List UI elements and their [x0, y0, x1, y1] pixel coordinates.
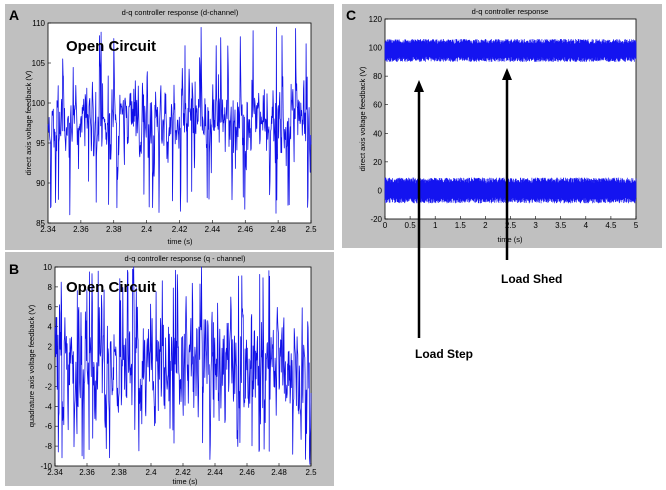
y-tick-label: 85: [36, 219, 45, 228]
x-tick-label: 2.42: [175, 468, 191, 477]
y-tick-label: 120: [369, 15, 383, 24]
panel-c-xlabel: time (s): [498, 235, 524, 244]
panel-a-xlabel: time (s): [168, 237, 194, 246]
panel-c-lower-band: [384, 177, 637, 204]
y-tick-label: 10: [43, 263, 52, 272]
panel-c-letter: C: [346, 7, 356, 23]
panel-b: B d-q controller response (q - channel) …: [5, 252, 334, 486]
x-tick-label: 2.5: [305, 468, 317, 477]
x-tick-label: 2.46: [237, 225, 253, 234]
y-tick-label: -6: [45, 422, 53, 431]
y-tick-label: -4: [45, 402, 53, 411]
y-tick-label: 2: [48, 343, 53, 352]
y-tick-label: 0: [48, 363, 53, 372]
x-tick-label: 2.4: [145, 468, 157, 477]
panel-b-ticks: 2.34 2.36 2.38 2.4 2.42 2.44 2.46 2.48 2.5 -10 -8 -…: [40, 263, 317, 477]
load-step-label: Load Step: [415, 347, 473, 361]
y-tick-label: 0: [378, 186, 383, 195]
load-shed-arrow-head: [502, 68, 512, 80]
y-tick-label: 110: [32, 19, 45, 28]
x-tick-label: 2.34: [47, 468, 63, 477]
x-tick-label: 2.44: [205, 225, 221, 234]
x-tick-label: 2.38: [111, 468, 127, 477]
x-tick-label: 1: [433, 221, 438, 230]
panel-a-ticks: 2.34 2.36 2.38 2.4 2.42 2.44 2.46 2.48 2.5 85 90 95…: [32, 19, 317, 234]
x-tick-label: 4.5: [605, 221, 617, 230]
y-tick-label: 105: [32, 59, 46, 68]
y-tick-label: 20: [373, 158, 382, 167]
panel-c-upper-band: [384, 39, 637, 62]
load-step-arrow-head: [414, 80, 424, 92]
y-tick-label: -2: [45, 382, 53, 391]
y-tick-label: 95: [36, 139, 45, 148]
y-tick-label: 8: [48, 283, 53, 292]
panel-b-letter: B: [9, 261, 19, 277]
panel-a-ylabel: direct axis voltage feedback (V): [24, 70, 33, 175]
x-tick-label: 4: [584, 221, 589, 230]
panel-c-title: d-q controller response: [472, 7, 549, 16]
y-tick-label: 80: [373, 72, 382, 81]
x-tick-label: 2.42: [172, 225, 188, 234]
x-tick-label: 2.48: [270, 225, 286, 234]
x-tick-label: 0: [383, 221, 388, 230]
x-tick-label: 2.4: [141, 225, 153, 234]
panel-c-ylabel: direct axis voltage feedback (V): [358, 66, 367, 171]
x-tick-label: 2.36: [79, 468, 95, 477]
x-tick-label: 2.46: [239, 468, 255, 477]
panel-b-title: d-q controller response (q - channel): [125, 254, 246, 263]
x-tick-label: 1.5: [455, 221, 467, 230]
x-tick-label: 2.48: [271, 468, 287, 477]
panel-c: C d-q controller response time (s) direc…: [342, 4, 662, 248]
x-tick-label: 3: [533, 221, 538, 230]
panel-a-letter: A: [9, 7, 19, 23]
x-tick-label: 2.36: [73, 225, 89, 234]
y-tick-label: 60: [373, 101, 382, 110]
panel-b-ylabel: quadrature axis voltage feedback (V): [27, 304, 36, 427]
x-tick-label: 2.38: [106, 225, 122, 234]
panel-b-xlabel: time (s): [173, 477, 199, 486]
load-shed-label: Load Shed: [501, 272, 562, 286]
panel-a-trace: [47, 26, 312, 216]
panel-b-trace: [54, 266, 312, 465]
y-tick-label: 40: [373, 129, 382, 138]
x-tick-label: 3.5: [555, 221, 567, 230]
x-tick-label: 2.5: [505, 221, 517, 230]
panel-a-annotation: Open Circuit: [66, 38, 156, 55]
y-tick-label: 90: [36, 179, 45, 188]
x-tick-label: 2.34: [40, 225, 56, 234]
panel-c-annotations: Load Step Load Shed: [414, 68, 562, 361]
panel-a: A d-q controller response (d-channel) ti…: [5, 4, 334, 250]
x-tick-label: 0.5: [405, 221, 417, 230]
x-tick-label: 2.5: [305, 225, 317, 234]
x-tick-label: 5: [634, 221, 639, 230]
x-tick-label: 2.44: [207, 468, 223, 477]
y-tick-label: 100: [32, 99, 46, 108]
y-tick-label: -8: [45, 442, 53, 451]
y-tick-label: -20: [370, 215, 382, 224]
y-tick-label: 6: [48, 303, 53, 312]
y-tick-label: 4: [48, 323, 53, 332]
x-tick-label: 2: [483, 221, 488, 230]
y-tick-label: -10: [40, 462, 52, 471]
panel-a-title: d-q controller response (d-channel): [122, 8, 239, 17]
panel-b-annotation: Open Circuit: [66, 279, 156, 296]
y-tick-label: 100: [369, 44, 383, 53]
